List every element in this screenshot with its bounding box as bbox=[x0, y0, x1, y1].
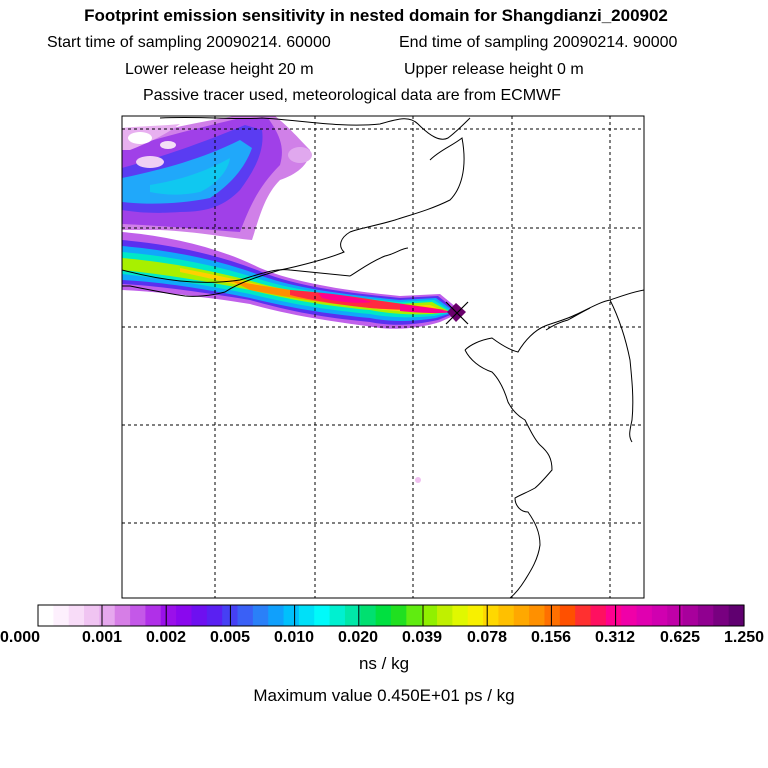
colorbar-tick-1: 0.001 bbox=[81, 629, 123, 646]
colorbar-swatch bbox=[406, 605, 423, 626]
coastlines bbox=[122, 116, 644, 598]
colorbar-swatch bbox=[682, 605, 699, 626]
colorbar bbox=[38, 605, 745, 626]
colorbar-units: ns / kg bbox=[358, 654, 410, 673]
colorbar-swatch bbox=[176, 605, 193, 626]
start-time-label: Start time of sampling 20090214. 60000 bbox=[47, 34, 331, 51]
colorbar-swatch bbox=[314, 605, 331, 626]
colorbar-swatch bbox=[529, 605, 546, 626]
tracer-note: Passive tracer used, meteorological data… bbox=[143, 87, 561, 104]
colorbar-tick-5: 0.020 bbox=[337, 629, 379, 646]
colorbar-swatch bbox=[697, 605, 714, 626]
colorbar-swatch bbox=[114, 605, 131, 626]
colorbar-swatch bbox=[160, 605, 177, 626]
colorbar-tick-6: 0.039 bbox=[401, 629, 443, 646]
colorbar-swatch bbox=[191, 605, 208, 626]
maximum-value-label: Maximum value 0.450E+01 ps / kg bbox=[253, 686, 515, 705]
map-title: Footprint emission sensitivity in nested… bbox=[84, 6, 668, 25]
colorbar-swatch bbox=[544, 605, 561, 626]
colorbar-swatch bbox=[621, 605, 638, 626]
upper-plume bbox=[122, 116, 312, 240]
colorbar-swatch bbox=[84, 605, 100, 626]
isolated-spot bbox=[415, 477, 421, 483]
main-plume bbox=[122, 232, 462, 329]
colorbar-swatch bbox=[605, 605, 622, 626]
colorbar-tick-3: 0.005 bbox=[209, 629, 251, 646]
colorbar-swatch bbox=[590, 605, 607, 626]
colorbar-swatch bbox=[483, 605, 500, 626]
colorbar-swatch bbox=[375, 605, 392, 626]
colorbar-swatch bbox=[452, 605, 469, 626]
colorbar-swatch bbox=[728, 605, 745, 626]
colorbar-swatch bbox=[467, 605, 484, 626]
colorbar-tick-10: 0.625 bbox=[659, 629, 701, 646]
colorbar-tick-2: 0.002 bbox=[145, 629, 187, 646]
colorbar-swatch bbox=[130, 605, 147, 626]
colorbar-swatch bbox=[498, 605, 515, 626]
colorbar-swatch bbox=[437, 605, 453, 626]
colorbar-swatch bbox=[298, 605, 315, 626]
colorbar-swatch bbox=[391, 605, 407, 626]
colorbar-swatch bbox=[237, 605, 254, 626]
colorbar-tick-9: 0.312 bbox=[594, 629, 636, 646]
colorbar-swatch bbox=[53, 605, 70, 626]
colorbar-swatch bbox=[636, 605, 653, 626]
colorbar-tick-4: 0.010 bbox=[273, 629, 315, 646]
colorbar-swatch bbox=[38, 605, 54, 626]
colorbar-swatch bbox=[713, 605, 730, 626]
colorbar-swatch bbox=[329, 605, 346, 626]
colorbar-tick-8: 0.156 bbox=[530, 629, 572, 646]
colorbar-swatch bbox=[559, 605, 576, 626]
colorbar-swatch bbox=[268, 605, 285, 626]
colorbar-swatch bbox=[360, 605, 377, 626]
lower-release-height-label: Lower release height 20 m bbox=[125, 61, 314, 78]
colorbar-swatch bbox=[421, 605, 438, 626]
colorbar-tick-11: 1.250 bbox=[723, 629, 765, 646]
colorbar-frame bbox=[37, 604, 745, 627]
receptor-marker bbox=[445, 301, 469, 325]
colorbar-swatch bbox=[145, 605, 162, 626]
colorbar-swatch bbox=[283, 605, 300, 626]
colorbar-swatch bbox=[344, 605, 361, 626]
colorbar-tick-7: 0.078 bbox=[466, 629, 508, 646]
colorbar-swatch bbox=[99, 605, 116, 626]
colorbar-swatch bbox=[68, 605, 85, 626]
colorbar-swatch bbox=[667, 605, 684, 626]
colorbar-swatch bbox=[651, 605, 668, 626]
plume-layer bbox=[122, 116, 644, 598]
colorbar-tick-0: 0.000 bbox=[0, 629, 41, 646]
upper-release-height-label: Upper release height 0 m bbox=[404, 61, 584, 78]
colorbar-swatch bbox=[513, 605, 530, 626]
map-frame bbox=[121, 115, 645, 599]
colorbar-swatch bbox=[206, 605, 223, 626]
colorbar-swatch bbox=[575, 605, 592, 626]
colorbar-swatch bbox=[252, 605, 269, 626]
lat-lon-grid bbox=[122, 116, 644, 598]
end-time-label: End time of sampling 20090214. 90000 bbox=[399, 34, 678, 51]
colorbar-dividers bbox=[101, 605, 681, 626]
